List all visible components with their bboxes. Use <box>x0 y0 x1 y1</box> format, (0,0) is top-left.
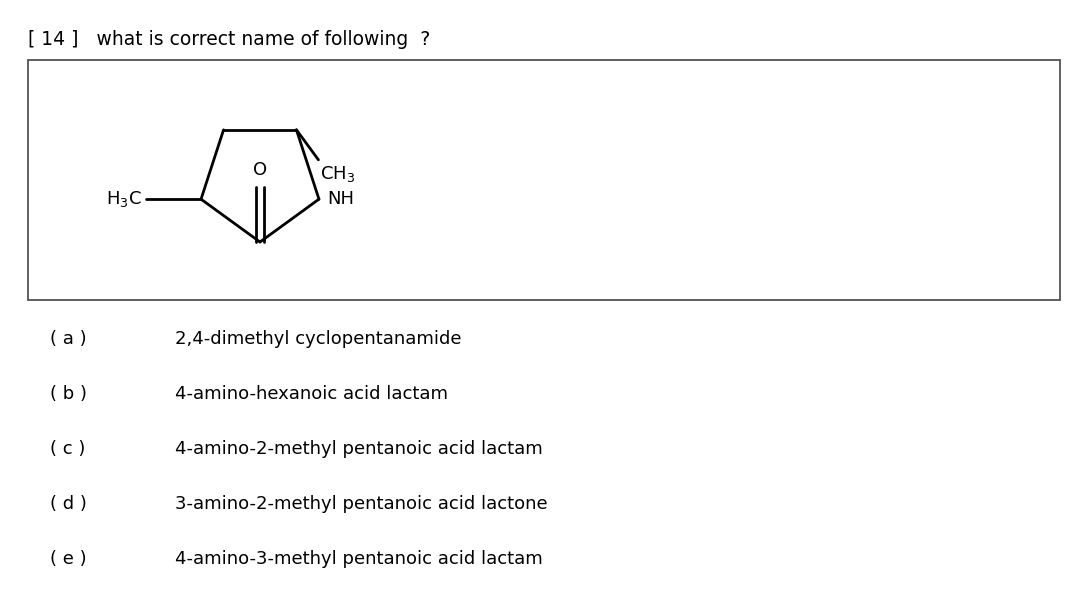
Text: ( c ): ( c ) <box>50 440 85 458</box>
Text: 4-amino-hexanoic acid lactam: 4-amino-hexanoic acid lactam <box>175 385 448 403</box>
Bar <box>28 60 1059 300</box>
Text: [ 14 ]   what is correct name of following  ?: [ 14 ] what is correct name of following… <box>28 30 431 49</box>
Text: ( e ): ( e ) <box>50 550 86 568</box>
Text: ( d ): ( d ) <box>50 495 87 513</box>
Text: O: O <box>253 161 267 179</box>
Text: ( b ): ( b ) <box>50 385 87 403</box>
Text: 4-amino-2-methyl pentanoic acid lactam: 4-amino-2-methyl pentanoic acid lactam <box>175 440 543 458</box>
Text: H$_3$C: H$_3$C <box>106 189 142 209</box>
Text: 2,4-dimethyl cyclopentanamide: 2,4-dimethyl cyclopentanamide <box>175 330 461 348</box>
Text: 3-amino-2-methyl pentanoic acid lactone: 3-amino-2-methyl pentanoic acid lactone <box>175 495 547 513</box>
Text: 4-amino-3-methyl pentanoic acid lactam: 4-amino-3-methyl pentanoic acid lactam <box>175 550 543 568</box>
Text: NH: NH <box>327 190 354 208</box>
Text: ( a ): ( a ) <box>50 330 86 348</box>
Text: CH$_3$: CH$_3$ <box>320 164 355 184</box>
